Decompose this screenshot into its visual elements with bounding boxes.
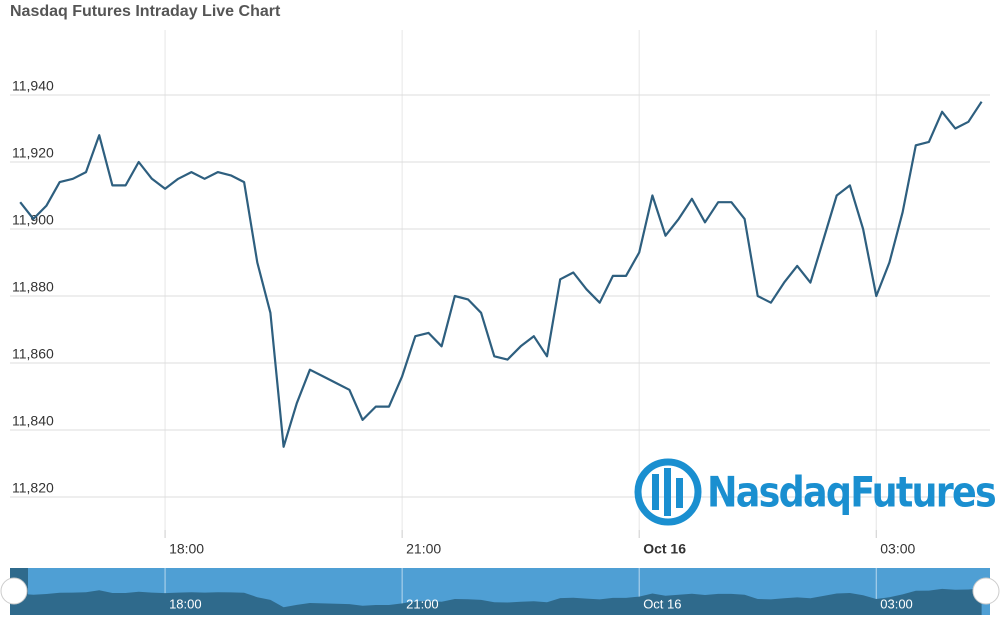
chart-title: Nasdaq Futures Intraday Live Chart xyxy=(10,3,281,20)
logo: NasdaqFutures xyxy=(634,458,998,526)
y-tick-label: 11,860 xyxy=(12,346,54,362)
navigator-handle[interactable] xyxy=(0,577,28,605)
navigator-area xyxy=(20,588,982,615)
x-tick-label: 03:00 xyxy=(880,541,915,557)
watermark: NasdaqFutures xyxy=(707,468,996,517)
y-tick-label: 11,820 xyxy=(12,480,54,496)
price-line xyxy=(19,101,983,448)
y-tick-label: 11,840 xyxy=(12,413,54,429)
navigator-label: Oct 16 xyxy=(643,596,681,611)
navigator-label: 03:00 xyxy=(880,596,913,611)
x-tick-label: Oct 16 xyxy=(643,541,686,557)
navigator-label: 21:00 xyxy=(406,596,439,611)
y-tick-label: 11,880 xyxy=(12,279,54,295)
y-tick-label: 11,920 xyxy=(12,145,54,161)
x-tick-label: 18:00 xyxy=(169,541,204,557)
y-tick-label: 11,940 xyxy=(12,78,54,94)
navigator-label: 18:00 xyxy=(169,596,202,611)
x-tick-label: 21:00 xyxy=(406,541,441,557)
navigator-handle[interactable] xyxy=(972,577,1000,605)
